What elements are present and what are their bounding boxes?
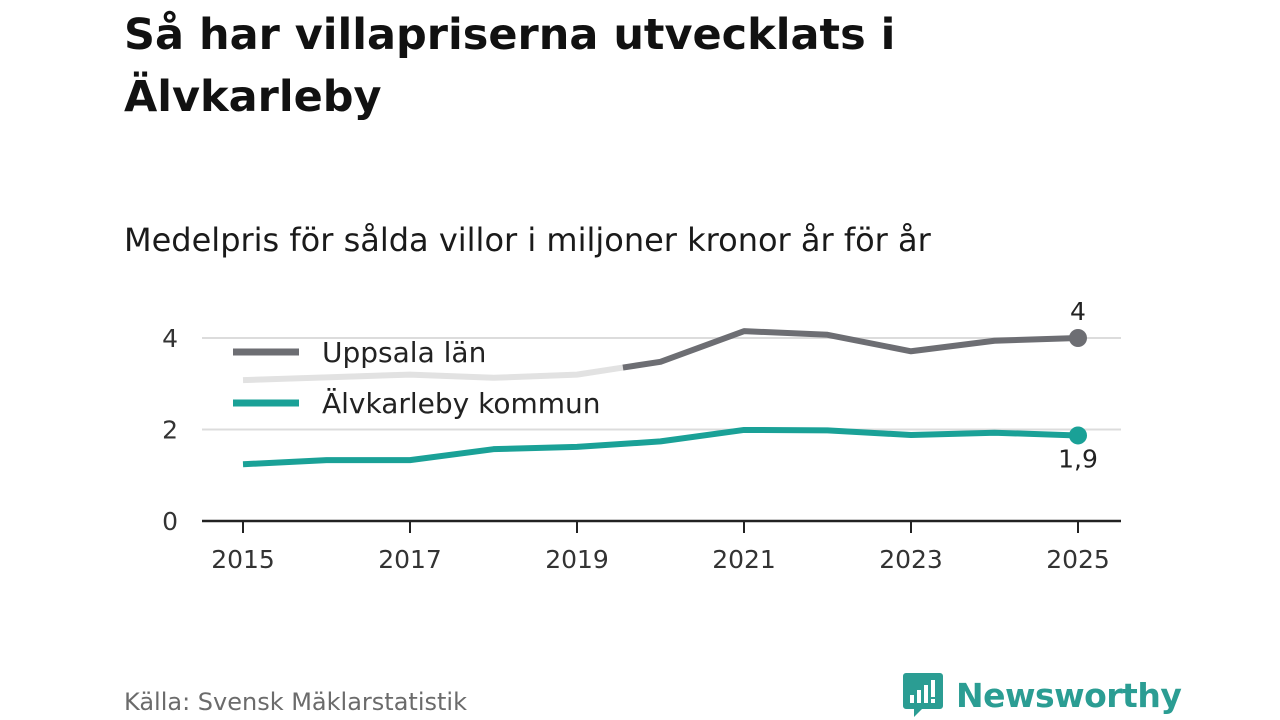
y-tick-label: 4 xyxy=(162,324,178,353)
y-tick-label: 0 xyxy=(162,507,178,536)
x-tick-label: 2015 xyxy=(211,545,275,574)
legend-label: Uppsala län xyxy=(322,336,486,369)
series-end-marker xyxy=(1069,329,1087,347)
data-label: 4 xyxy=(1070,297,1086,326)
series-line-faded xyxy=(242,364,624,384)
brand-logo[interactable]: Newsworthy xyxy=(902,670,1182,720)
x-tick-label: 2017 xyxy=(378,545,442,574)
series-line xyxy=(242,426,1079,468)
chart-title: Så har villapriserna utvecklats i Älvkar… xyxy=(124,10,896,122)
legend-label: Älvkarleby kommun xyxy=(322,387,601,420)
x-tick-label: 2025 xyxy=(1046,545,1110,574)
x-tick-label: 2019 xyxy=(545,545,609,574)
brand-name: Newsworthy xyxy=(956,675,1182,715)
series-end-marker xyxy=(1069,426,1087,445)
series-line xyxy=(622,328,1079,371)
source-note: Källa: Svensk Mäklarstatistik xyxy=(124,688,467,716)
x-tick-label: 2021 xyxy=(712,545,776,574)
chart-subtitle: Medelpris för sålda villor i miljoner kr… xyxy=(124,221,931,259)
y-tick-label: 2 xyxy=(162,416,178,445)
x-tick-label: 2023 xyxy=(879,545,943,574)
newsworthy-logo-icon xyxy=(903,673,943,717)
data-label: 1,9 xyxy=(1058,444,1098,473)
